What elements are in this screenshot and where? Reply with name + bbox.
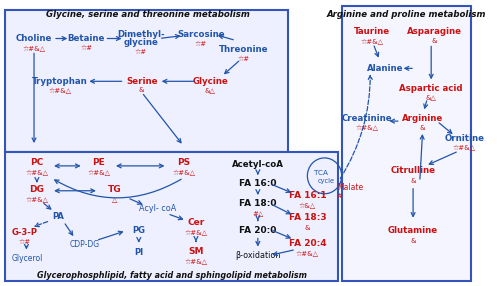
Text: ☆#&△: ☆#&△ [184, 229, 208, 236]
Text: Glycerophosphlipid, fatty acid and sphingolipid metabolism: Glycerophosphlipid, fatty acid and sphin… [37, 271, 307, 280]
Text: &: & [304, 225, 310, 231]
Text: Aspartic acid: Aspartic acid [400, 84, 463, 93]
Text: ☆#&△: ☆#&△ [356, 125, 379, 131]
Text: ☆#&△: ☆#&△ [184, 258, 208, 265]
Text: Arginine: Arginine [402, 114, 443, 123]
Text: ☆#: ☆# [18, 239, 30, 245]
Text: Asparagine: Asparagine [406, 27, 462, 36]
Text: Creatinine: Creatinine [342, 114, 392, 123]
Text: PG: PG [132, 226, 145, 235]
Text: ☆#: ☆# [238, 56, 250, 62]
Text: Alanine: Alanine [367, 64, 404, 73]
Text: FA 18:3: FA 18:3 [288, 213, 326, 222]
Text: &△: &△ [426, 94, 436, 100]
Text: Glycine, serine and threonine metabolism: Glycine, serine and threonine metabolism [46, 10, 251, 19]
FancyBboxPatch shape [342, 6, 471, 281]
Text: △: △ [112, 197, 117, 203]
Text: &: & [139, 87, 144, 93]
Text: #△: #△ [252, 210, 264, 216]
Text: Acetyl-coA: Acetyl-coA [232, 160, 284, 169]
Text: DG: DG [30, 185, 44, 194]
Text: Ornitine: Ornitine [444, 134, 484, 142]
Text: TCA: TCA [314, 170, 328, 176]
Text: Sarcosine: Sarcosine [177, 30, 224, 39]
Text: G-3-P: G-3-P [12, 228, 38, 237]
Text: Malate: Malate [337, 183, 363, 192]
Text: &: & [410, 178, 416, 184]
Text: Tryptophan: Tryptophan [32, 77, 88, 86]
Text: ☆&△: ☆&△ [299, 202, 316, 209]
FancyBboxPatch shape [4, 152, 338, 281]
Text: PI: PI [134, 248, 143, 257]
Text: #: # [337, 193, 343, 199]
Text: ☆#&△: ☆#&△ [88, 170, 110, 176]
Text: ☆#&△: ☆#&△ [22, 45, 46, 52]
Text: &: & [410, 238, 416, 243]
FancyBboxPatch shape [4, 10, 288, 152]
Text: ☆#&△: ☆#&△ [360, 38, 384, 45]
Text: FA 16:0: FA 16:0 [239, 179, 277, 188]
Text: Arginine and proline metabolism: Arginine and proline metabolism [326, 10, 486, 19]
Text: FA 20:0: FA 20:0 [239, 226, 277, 235]
Text: PC: PC [30, 158, 44, 167]
Text: Serine: Serine [126, 77, 158, 86]
Text: &: & [420, 125, 426, 131]
Text: ☆#&△: ☆#&△ [26, 196, 48, 203]
Text: ☆#: ☆# [134, 49, 147, 55]
Text: TG: TG [108, 185, 122, 194]
Text: Glycerol: Glycerol [12, 254, 43, 263]
Text: Glycine: Glycine [192, 77, 228, 86]
Text: Betaine: Betaine [68, 34, 105, 43]
Text: PS: PS [177, 158, 190, 167]
Text: Citrulline: Citrulline [390, 166, 436, 175]
Text: SM: SM [188, 247, 204, 256]
Text: Dimethyl-: Dimethyl- [117, 30, 164, 39]
Text: ☆#&△: ☆#&△ [296, 250, 319, 257]
Text: PA: PA [52, 212, 64, 221]
Text: FA 16:1: FA 16:1 [288, 191, 326, 200]
Text: PE: PE [92, 158, 105, 167]
Text: ☆#: ☆# [80, 45, 92, 51]
Text: &: & [432, 39, 437, 45]
Text: glycine: glycine [124, 38, 158, 47]
Text: Glutamine: Glutamine [388, 226, 438, 235]
Text: Threonine: Threonine [219, 45, 268, 54]
Text: Cer: Cer [188, 218, 204, 227]
Text: FA 18:0: FA 18:0 [239, 199, 277, 208]
Text: CDP-DG: CDP-DG [70, 240, 100, 249]
Text: Acyl- coA: Acyl- coA [139, 204, 176, 213]
Text: ☆#&△: ☆#&△ [453, 145, 476, 151]
Text: Taurine: Taurine [354, 27, 390, 36]
Text: β-oxidation: β-oxidation [235, 251, 281, 260]
Text: ☆#&△: ☆#&△ [172, 170, 195, 176]
Text: Choline: Choline [16, 34, 52, 43]
Text: &△: &△ [205, 87, 216, 93]
Text: ☆#&△: ☆#&△ [48, 88, 71, 94]
Text: FA 20:4: FA 20:4 [288, 239, 326, 248]
Text: ☆#&△: ☆#&△ [26, 170, 48, 176]
Text: ☆#: ☆# [194, 41, 207, 47]
Text: cycle: cycle [318, 178, 335, 184]
